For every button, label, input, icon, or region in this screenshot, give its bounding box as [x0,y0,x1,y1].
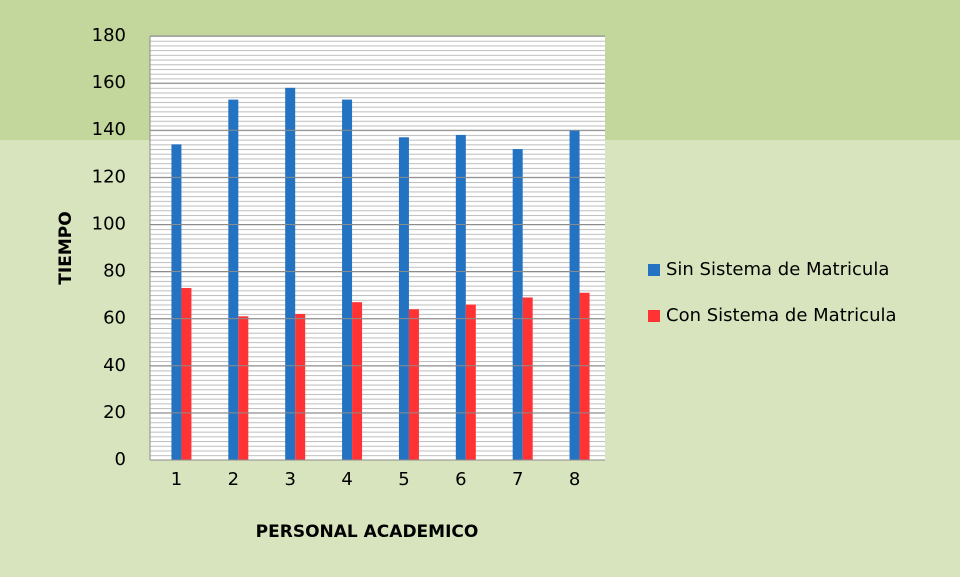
x-tick-label: 5 [398,469,409,490]
x-axis-title: PERSONAL ACADEMICO [256,522,479,542]
bar [570,130,580,460]
bar [352,302,362,460]
y-tick-label: 160 [92,72,126,93]
bar [228,100,238,460]
chart: PERSONAL ACADEMICO TIEMPO 02040608010012… [0,0,960,577]
y-tick-label: 40 [103,355,126,376]
legend-label: Con Sistema de Matricula [666,305,897,326]
bar [295,314,305,460]
y-tick-label: 60 [103,308,126,329]
legend-label: Sin Sistema de Matricula [666,259,889,280]
bar [466,305,476,460]
y-tick-label: 180 [92,25,126,46]
bar [181,288,191,460]
y-tick-label: 120 [92,166,126,187]
x-tick-label: 8 [569,469,580,490]
y-tick-label: 0 [115,449,126,470]
y-tick-label: 20 [103,402,126,423]
y-tick-label: 80 [103,261,126,282]
bar [409,309,419,460]
y-tick-label: 100 [92,213,126,234]
plot-texture [150,36,605,460]
x-tick-label: 7 [512,469,523,490]
x-tick-label: 1 [171,469,182,490]
y-axis-title: TIEMPO [56,211,76,284]
x-tick-label: 2 [228,469,239,490]
bar [523,297,533,460]
x-tick-label: 3 [284,469,295,490]
bar [238,316,248,460]
legend-swatch [648,264,660,276]
bar [285,88,295,460]
x-tick-label: 6 [455,469,466,490]
page: PERSONAL ACADEMICO TIEMPO 02040608010012… [0,0,960,577]
x-tick-label: 4 [341,469,352,490]
bar [342,100,352,460]
legend-swatch [648,310,660,322]
bar [580,293,590,460]
bar [456,135,466,460]
bar [399,137,409,460]
y-tick-label: 140 [92,119,126,140]
